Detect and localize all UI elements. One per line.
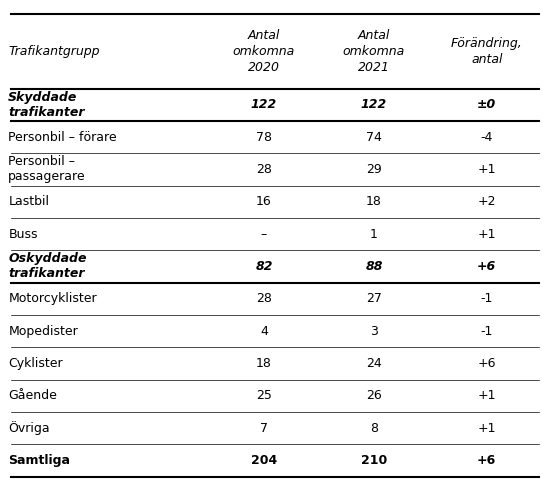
Text: 24: 24 <box>366 357 382 370</box>
Text: 210: 210 <box>361 454 387 467</box>
Text: –: – <box>261 228 267 240</box>
Text: +6: +6 <box>477 260 496 273</box>
Text: Buss: Buss <box>8 228 38 240</box>
Text: Cyklister: Cyklister <box>8 357 63 370</box>
Text: 18: 18 <box>366 195 382 208</box>
Text: +6: +6 <box>477 454 496 467</box>
Text: 7: 7 <box>260 422 268 434</box>
Text: 74: 74 <box>366 131 382 144</box>
Text: 16: 16 <box>256 195 272 208</box>
Text: 4: 4 <box>260 325 268 338</box>
Text: 78: 78 <box>256 131 272 144</box>
Text: Skyddade
trafikanter: Skyddade trafikanter <box>8 91 85 119</box>
Text: +1: +1 <box>477 163 496 176</box>
Text: 27: 27 <box>366 292 382 305</box>
Text: 82: 82 <box>255 260 273 273</box>
Text: Samtliga: Samtliga <box>8 454 70 467</box>
Text: 1: 1 <box>370 228 378 240</box>
Text: Personbil –
passagerare: Personbil – passagerare <box>8 156 86 183</box>
Text: Mopedister: Mopedister <box>8 325 78 338</box>
Text: 3: 3 <box>370 325 378 338</box>
Text: Lastbil: Lastbil <box>8 195 50 208</box>
Text: Antal
omkomna
2020: Antal omkomna 2020 <box>233 29 295 74</box>
Text: Antal
omkomna
2021: Antal omkomna 2021 <box>343 29 405 74</box>
Text: 88: 88 <box>365 260 383 273</box>
Text: -1: -1 <box>481 292 493 305</box>
Text: ±0: ±0 <box>477 98 496 111</box>
Text: Förändring,
antal: Förändring, antal <box>451 37 522 66</box>
Text: 25: 25 <box>256 389 272 402</box>
Text: +1: +1 <box>477 389 496 402</box>
Text: 28: 28 <box>256 163 272 176</box>
Text: Trafikantgrupp: Trafikantgrupp <box>8 45 100 58</box>
Text: -4: -4 <box>481 131 493 144</box>
Text: Motorcyklister: Motorcyklister <box>8 292 97 305</box>
Text: +1: +1 <box>477 228 496 240</box>
Text: 122: 122 <box>361 98 387 111</box>
Text: 28: 28 <box>256 292 272 305</box>
Text: 204: 204 <box>251 454 277 467</box>
Text: 26: 26 <box>366 389 382 402</box>
Text: 8: 8 <box>370 422 378 434</box>
Text: Gående: Gående <box>8 389 57 402</box>
Text: +2: +2 <box>477 195 496 208</box>
Text: +6: +6 <box>477 357 496 370</box>
Text: -1: -1 <box>481 325 493 338</box>
Text: Oskyddade
trafikanter: Oskyddade trafikanter <box>8 252 87 280</box>
Text: 29: 29 <box>366 163 382 176</box>
Text: +1: +1 <box>477 422 496 434</box>
Text: 122: 122 <box>251 98 277 111</box>
Text: Övriga: Övriga <box>8 421 50 435</box>
Text: 18: 18 <box>256 357 272 370</box>
Text: Personbil – förare: Personbil – förare <box>8 131 117 144</box>
